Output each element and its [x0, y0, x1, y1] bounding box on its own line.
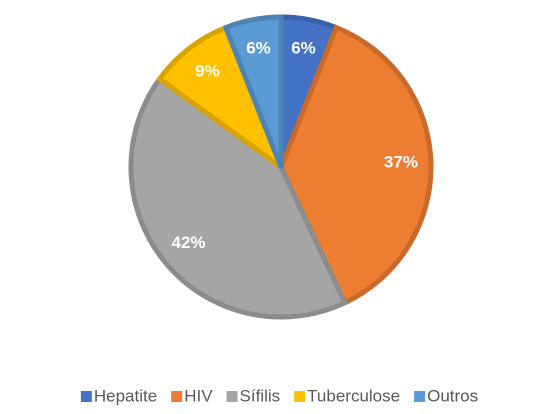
legend-swatch	[294, 391, 306, 402]
legend-label: Tuberculose	[307, 386, 400, 405]
legend-swatch	[171, 391, 183, 402]
pie-slice	[278, 25, 434, 306]
value-label: 42%	[172, 233, 206, 252]
legend-swatch	[414, 391, 426, 402]
legend-label: Sífilis	[240, 386, 281, 405]
legend-label: Hepatite	[94, 386, 157, 405]
legend-label: Outros	[427, 386, 478, 405]
legend: Hepatite HIV Sífilis Tuberculose Outros	[80, 386, 478, 405]
legend-swatch	[226, 391, 238, 402]
pie-slice	[128, 76, 348, 320]
value-label: 37%	[384, 153, 418, 172]
legend-swatch	[80, 391, 92, 402]
pie-slice	[223, 14, 284, 170]
value-label: 6%	[246, 39, 271, 58]
value-label: 6%	[291, 39, 316, 58]
value-label: 9%	[195, 62, 220, 81]
legend-label: HIV	[184, 386, 213, 405]
